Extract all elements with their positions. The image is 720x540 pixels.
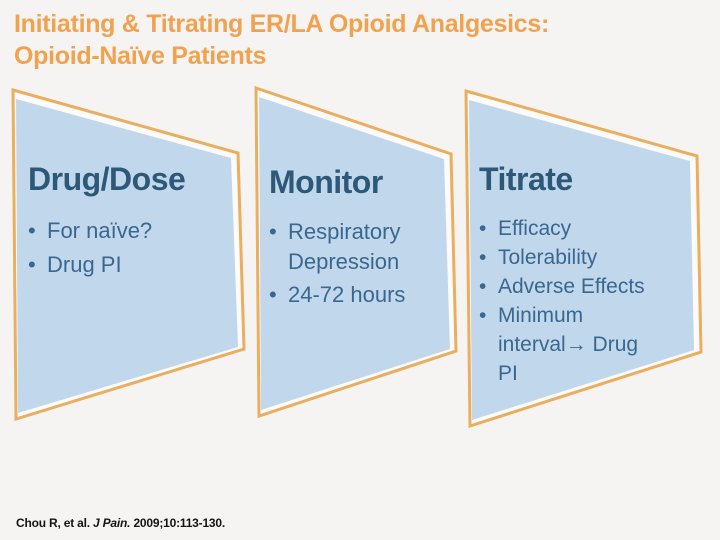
pane-shape-titrate — [464, 89, 703, 429]
panel-heading-drug-dose: Drug/Dose — [28, 161, 186, 197]
bullet-item: • For naïve? — [28, 214, 224, 248]
pane-shape-drug-dose — [11, 88, 246, 422]
bullet-icon: • — [269, 219, 277, 244]
bullet-icon: • — [269, 282, 277, 307]
panel-heading-titrate: Titrate — [479, 161, 573, 197]
slide-title-line1: Initiating & Titrating ER/LA Opioid Anal… — [14, 10, 549, 38]
bullet-item: • Drug PI — [28, 248, 224, 282]
citation: Chou R, et al. J Pain. 2009;10:113-130. — [16, 516, 225, 530]
slide-title: Initiating & Titrating ER/LA Opioid Anal… — [14, 8, 704, 72]
panel-monitor: Monitor • Respiratory Depression • 24-72… — [269, 164, 447, 313]
citation-authors: Chou R, et al. — [16, 516, 90, 530]
panel-titrate: Titrate • Efficacy • Tolerability • Adve… — [479, 161, 657, 388]
bullet-icon: • — [28, 252, 36, 277]
bullet-text: For naïve? — [47, 218, 153, 243]
bullet-icon: • — [479, 246, 487, 269]
pane-shape-monitor — [254, 85, 458, 419]
bullet-icon: • — [479, 217, 487, 240]
panel-drug-dose: Drug/Dose • For naïve? • Drug PI — [28, 161, 224, 282]
slide-title-line2: Opioid-Naïve Patients — [14, 42, 267, 70]
bullet-item: • Tolerability — [479, 243, 657, 272]
bullet-item: • Adverse Effects — [479, 272, 657, 301]
citation-journal: J Pain. — [93, 516, 131, 530]
bullet-text: Respiratory — [288, 219, 401, 244]
bullet-text: Adverse Effects — [498, 275, 645, 298]
bullet-item: • 24-72 hours — [269, 280, 447, 310]
panel-heading-monitor: Monitor — [269, 164, 383, 200]
bullet-icon: • — [479, 275, 487, 298]
bullet-text: Depression — [288, 249, 400, 274]
panel-bullet-list: • For naïve? • Drug PI — [28, 214, 224, 282]
bullet-text: Drug PI — [47, 252, 122, 277]
panel-bullet-list: • Respiratory Depression • 24-72 hours — [269, 217, 447, 310]
bullet-text: Minimum — [498, 304, 584, 327]
bullet-item: • Respiratory Depression — [269, 217, 447, 277]
citation-detail: 2009;10:113-130. — [133, 516, 225, 530]
bullet-icon: • — [479, 304, 487, 327]
bullet-text: 24-72 hours — [288, 282, 406, 307]
bullet-text: Tolerability — [498, 246, 598, 269]
bullet-item: • Minimum interval→ Drug PI — [479, 301, 657, 388]
bullet-text: Efficacy — [498, 217, 572, 240]
bullet-item: • Efficacy — [479, 214, 657, 243]
bullet-text: interval→ Drug PI — [498, 333, 639, 385]
panel-bullet-list: • Efficacy • Tolerability • Adverse Effe… — [479, 214, 657, 388]
bullet-icon: • — [28, 218, 36, 243]
